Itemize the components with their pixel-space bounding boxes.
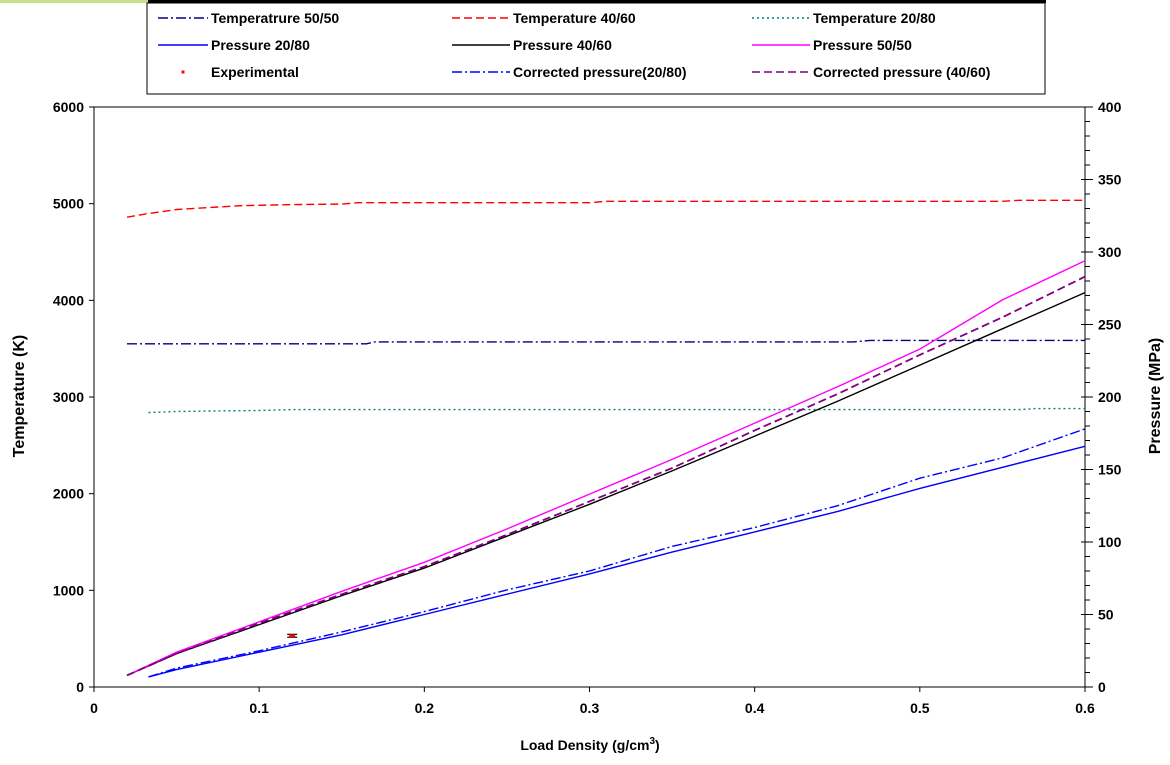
legend-label: Temperatrure 50/50 [211, 10, 339, 26]
top-accent-bar [0, 0, 158, 3]
y-left-tick-label: 4000 [53, 292, 84, 308]
legend-label: Corrected pressure (40/60) [813, 64, 990, 80]
legend-label: Experimental [211, 64, 299, 80]
y-right-tick-label: 350 [1098, 172, 1122, 188]
x-tick-label: 0.2 [415, 700, 435, 716]
y-right-tick-label: 50 [1098, 607, 1114, 623]
x-tick-label: 0.1 [249, 700, 269, 716]
x-axis-title-tail: ) [655, 737, 660, 753]
y-left-tick-label: 2000 [53, 486, 84, 502]
legend: Temperatrure 50/50 Temperature 40/60 Tempe… [147, 3, 1045, 94]
y-right-tick-label: 150 [1098, 462, 1122, 478]
legend-marker [182, 71, 185, 74]
y-left-tick-label: 6000 [53, 99, 84, 115]
x-axis-title-main: Load Density (g/cm [520, 737, 649, 753]
legend-label: Temperature 40/60 [513, 10, 636, 26]
legend-label: Pressure 50/50 [813, 37, 912, 53]
x-tick-label: 0.3 [580, 700, 600, 716]
y-axis-right-title: Pressure (MPa) [1147, 338, 1164, 455]
legend-label: Pressure 20/80 [211, 37, 310, 53]
y-right-tick-label: 400 [1098, 99, 1122, 115]
x-tick-label: 0.5 [910, 700, 930, 716]
y-right-tick-label: 300 [1098, 244, 1122, 260]
y-axis-left-title: Temperature (K) [11, 335, 28, 457]
plot-area [94, 107, 1085, 687]
x-tick-label: 0.4 [745, 700, 765, 716]
y-left-tick-label: 1000 [53, 582, 84, 598]
y-right-tick-label: 0 [1098, 679, 1106, 695]
x-tick-label: 0 [90, 700, 98, 716]
y-left-tick-label: 0 [76, 679, 84, 695]
y-left-tick-label: 5000 [53, 196, 84, 212]
x-tick-label: 0.6 [1075, 700, 1095, 716]
legend-label: Corrected pressure(20/80) [513, 64, 687, 80]
legend-label: Temperature 20/80 [813, 10, 936, 26]
legend-label: Pressure 40/60 [513, 37, 612, 53]
y-right-tick-label: 250 [1098, 317, 1122, 333]
y-right-tick-label: 100 [1098, 534, 1122, 550]
y-left-tick-label: 3000 [53, 389, 84, 405]
x-axis-title: Load Density (g/cm3) [520, 736, 659, 753]
y-right-tick-label: 200 [1098, 389, 1122, 405]
